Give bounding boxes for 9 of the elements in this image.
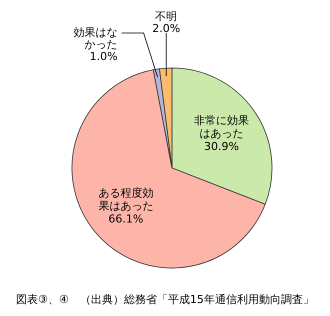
text: 図表③、④ （出典）総務省「平成15年通信利用動向調査」 bbox=[16, 293, 314, 306]
slice-label: 効果はなかった bbox=[74, 26, 118, 52]
data-label: 66.1% bbox=[108, 212, 144, 226]
data-label: 30.9% bbox=[204, 140, 239, 154]
slice-label: 非常に効果はあった bbox=[194, 114, 250, 140]
slice-label: 不明 bbox=[155, 10, 178, 24]
slice-label: ある程度効果はあった bbox=[98, 186, 154, 212]
data-label: 1.0% bbox=[90, 50, 118, 64]
data-label: 2.0% bbox=[152, 22, 180, 36]
